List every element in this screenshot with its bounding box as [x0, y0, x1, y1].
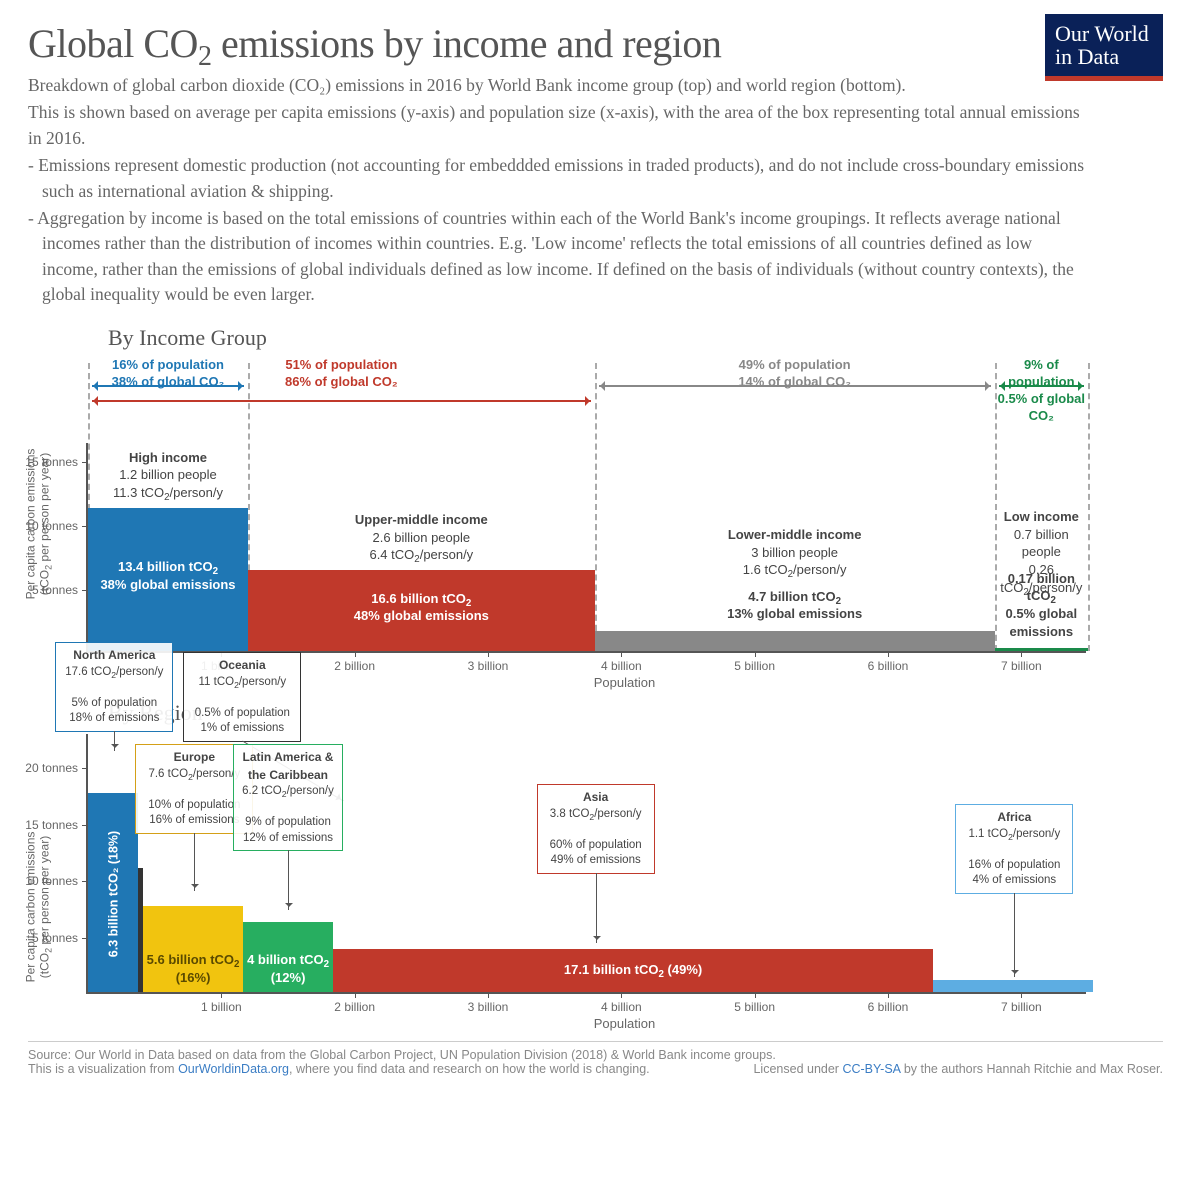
callout-africa: Africa1.1 tCO2/person/y 16% of populatio…	[955, 804, 1073, 894]
bar-upper-middle-income: 16.6 billion tCO248% global emissions	[248, 570, 595, 651]
callout-north-america: North America17.6 tCO2/person/y 5% of po…	[55, 642, 173, 732]
license-link[interactable]: CC-BY-SA	[842, 1062, 900, 1076]
chart2-plot: 5 tonnes10 tonnes15 tonnes20 tonnes1 bil…	[86, 734, 1086, 994]
description: Breakdown of global carbon dioxide (CO₂)…	[28, 73, 1088, 307]
callout-latin-america-the-caribbean: Latin America & the Caribbean6.2 tCO2/pe…	[233, 744, 343, 851]
bar-europe: 5.6 billion tCO2(16%)	[143, 906, 243, 992]
callout-oceania: Oceania11 tCO2/person/y 0.5% of populati…	[183, 652, 301, 742]
bar-asia: 17.1 billion tCO2 (49%)	[333, 949, 933, 992]
chart1-plot: 5 tonnes10 tonnes15 tonnes1 billion2 bil…	[86, 443, 1086, 653]
bar-low-income	[995, 648, 1088, 651]
chart1: Per capita carbon emissions(tCO2 per per…	[86, 357, 1163, 690]
owid-logo: Our Worldin Data	[1045, 14, 1163, 81]
bar-latin-america: 4 billion tCO2(12%)	[243, 922, 333, 992]
footer: Source: Our World in Data based on data …	[28, 1041, 1163, 1076]
bar-lower-middle-income	[595, 631, 995, 651]
callout-asia: Asia3.8 tCO2/person/y 60% of population4…	[537, 784, 655, 874]
chart1-title: By Income Group	[108, 325, 1163, 351]
chart2: Per capita carbon emissions(tCO2 per per…	[86, 734, 1163, 1031]
bar-africa	[933, 980, 1093, 992]
page-title: Global CO2 emissions by income and regio…	[28, 20, 1163, 67]
owid-link[interactable]: OurWorldinData.org	[178, 1062, 289, 1076]
bar-high-income: 13.4 billion tCO238% global emissions	[88, 508, 248, 652]
